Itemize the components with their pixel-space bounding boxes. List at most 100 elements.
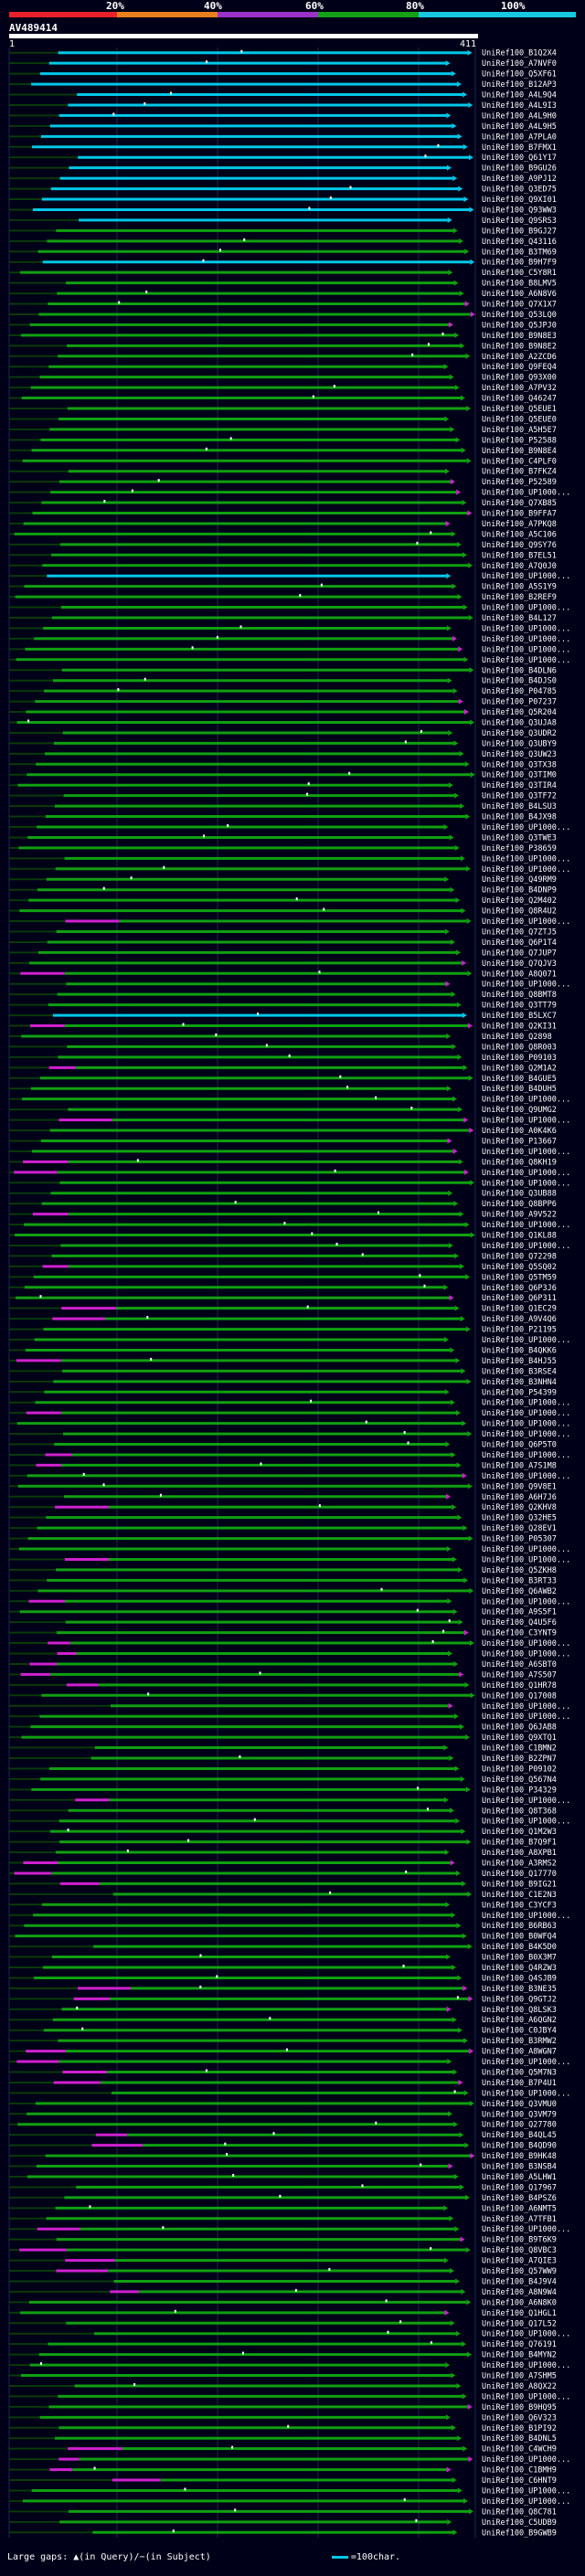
query-gap-marker — [287, 2424, 290, 2428]
query-gap-marker — [402, 1964, 405, 1967]
hit-label: UniRef100_Q1HGL1 — [482, 2309, 557, 2318]
hit-arrow-icon — [443, 1744, 449, 1751]
hit-row: UniRef100_UP1000... — [9, 1096, 570, 1105]
hit-label: UniRef100_UP1000... — [482, 635, 570, 644]
query-gap-marker — [39, 1295, 42, 1299]
hit-row: UniRef100_UP1000... — [9, 1702, 570, 1712]
hit-row: UniRef100_B9H7F9 — [9, 259, 557, 268]
hit-row: UniRef100_Q3TIR4 — [9, 781, 557, 790]
query-gap-marker — [169, 91, 172, 95]
hit-row: UniRef100_A5LHW1 — [9, 2173, 557, 2182]
hit-label: UniRef100_P09103 — [482, 1054, 557, 1063]
hit-label: UniRef100_UP1000... — [482, 1639, 570, 1648]
hit-arrow-icon — [450, 2320, 455, 2327]
query-gap-marker — [133, 2382, 136, 2386]
hit-row: UniRef100_UP1000... — [9, 645, 570, 654]
hit-arrow-icon — [443, 1797, 449, 1803]
hit-label: UniRef100_Q6V323 — [482, 2413, 557, 2422]
query-gap-marker — [229, 437, 232, 440]
hit-row: UniRef100_Q2KHV8 — [9, 1503, 557, 1512]
hit-arrow-icon — [446, 1086, 452, 1092]
hit-label: UniRef100_P09102 — [482, 1765, 557, 1774]
query-gap-marker — [172, 2529, 175, 2533]
hit-label: UniRef100_A7S1M8 — [482, 1461, 557, 1470]
hit-arrow-icon — [447, 164, 452, 171]
hit-label: UniRef100_Q4U5F6 — [482, 1618, 557, 1627]
hit-row: UniRef100_B4QKK6 — [9, 1346, 557, 1355]
hit-arrow-icon — [458, 1619, 463, 1626]
query-gap-marker — [323, 907, 325, 911]
query-id: AV489414 — [9, 22, 58, 34]
hit-label: UniRef100_Q6JAB8 — [482, 1723, 557, 1733]
hit-label: UniRef100_UP1000... — [482, 1472, 570, 1481]
hit-label: UniRef100_Q6AWB2 — [482, 1587, 557, 1596]
hit-row: UniRef100_UP1000... — [9, 656, 570, 665]
hit-label: UniRef100_UP1000... — [482, 917, 570, 927]
hit-arrow-icon — [450, 1807, 455, 1814]
query-gap-marker — [216, 1975, 218, 1978]
hit-arrow-icon — [452, 1096, 457, 1102]
hit-row: UniRef100_B7FMX1 — [9, 143, 557, 153]
hit-label: UniRef100_Q8LSK3 — [482, 2006, 557, 2015]
band-green — [318, 12, 419, 17]
hit-row: UniRef100_A8QX22 — [9, 2382, 557, 2391]
query-gap-marker — [144, 677, 146, 681]
hit-row: UniRef100_Q1EC29 — [9, 1305, 557, 1314]
hit-label: UniRef100_C4WCH9 — [482, 2445, 557, 2454]
hit-arrow-icon — [458, 186, 463, 192]
hit-arrow-icon — [465, 2247, 471, 2253]
hit-label: UniRef100_B4JX98 — [482, 813, 557, 822]
hit-arrow-icon — [449, 374, 454, 380]
hit-label: UniRef100_Q8VBC3 — [482, 2246, 557, 2255]
hit-row: UniRef100_Q9XTQ1 — [9, 1733, 557, 1743]
query-gap-marker — [407, 1441, 410, 1445]
hit-label: UniRef100_UP1000... — [482, 1555, 570, 1564]
query-gap-marker — [199, 1954, 202, 1957]
query-gap-marker — [162, 2226, 165, 2230]
hit-row: UniRef100_B4LSU3 — [9, 802, 557, 811]
hit-arrow-icon — [449, 2215, 454, 2221]
hit-label: UniRef100_Q5EUE1 — [482, 405, 557, 414]
hit-row: UniRef100_UP1000... — [9, 2455, 570, 2465]
hit-row: UniRef100_A9V4Q6 — [9, 1315, 557, 1324]
hit-label: UniRef100_Q9XTQ1 — [482, 1733, 557, 1743]
hit-label: UniRef100_UP1000... — [482, 1148, 570, 1157]
hit-row: UniRef100_B9T6K9 — [9, 2236, 557, 2245]
hit-label: UniRef100_B4DLN6 — [482, 666, 557, 675]
hit-label: UniRef100_Q5SQ02 — [482, 1263, 557, 1272]
hit-row: UniRef100_Q7XB85 — [9, 499, 557, 508]
hit-arrow-icon — [446, 1546, 452, 1553]
hit-row: UniRef100_C1E2N3 — [9, 1891, 557, 1900]
hit-row: UniRef100_A5C106 — [9, 530, 557, 539]
percent-mark-40: 40% — [204, 0, 222, 12]
hit-row: UniRef100_UP1000... — [9, 1399, 570, 1408]
hit-arrow-icon — [457, 1975, 463, 1981]
hit-label: UniRef100_B4QD90 — [482, 2142, 557, 2151]
hit-label: UniRef100_Q2898 — [482, 1033, 552, 1042]
hit-arrow-icon — [455, 1357, 461, 1363]
hit-row: UniRef100_Q3TIM0 — [9, 771, 557, 780]
hit-label: UniRef100_P05307 — [482, 1535, 557, 1544]
hit-arrow-icon — [459, 1211, 464, 1217]
hit-label: UniRef100_B0X3M7 — [482, 1954, 557, 1963]
hit-label: UniRef100_Q3UDR2 — [482, 729, 557, 738]
query-gap-icon: ▲ — [73, 2552, 80, 2562]
hit-row: UniRef100_Q9XI01 — [9, 196, 557, 205]
hit-arrow-icon — [458, 646, 463, 652]
hit-arrow-icon — [452, 1964, 457, 1970]
hit-row: UniRef100_P09102 — [9, 1765, 557, 1774]
hit-label: UniRef100_B4LSU3 — [482, 802, 557, 811]
hit-arrow-icon — [452, 2017, 457, 2023]
hit-arrow-icon — [457, 2435, 463, 2442]
hit-arrow-icon — [469, 1587, 474, 1594]
query-gap-marker — [216, 635, 218, 639]
query-gap-marker — [147, 1692, 150, 1696]
hit-row: UniRef100_B2ZPN7 — [9, 1754, 557, 1764]
hit-row: UniRef100_UP1000... — [9, 1169, 570, 1178]
hit-arrow-icon — [468, 1075, 473, 1081]
query-gap-marker — [415, 2518, 418, 2522]
query-gap-marker — [403, 2497, 406, 2501]
hit-row: UniRef100_UP1000... — [9, 2361, 570, 2370]
hit-arrow-icon — [463, 1629, 469, 1636]
hit-row: UniRef100_Q28EV1 — [9, 1524, 557, 1533]
